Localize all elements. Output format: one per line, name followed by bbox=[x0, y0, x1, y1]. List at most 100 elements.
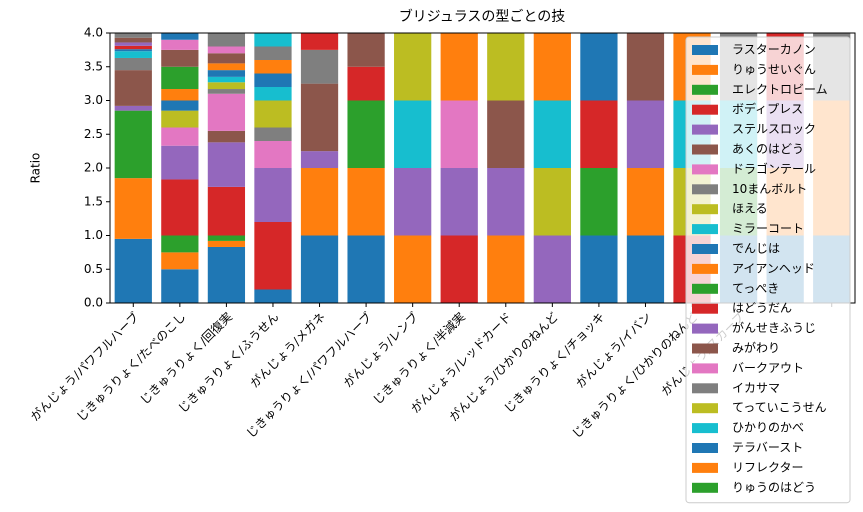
y-tick-label: 4.0 bbox=[84, 26, 103, 40]
legend-swatch bbox=[692, 323, 718, 334]
bar-segment bbox=[161, 49, 199, 67]
legend-swatch bbox=[692, 124, 718, 135]
bar-segment bbox=[440, 235, 478, 303]
bar-segment bbox=[207, 186, 246, 236]
bar-segment bbox=[161, 100, 199, 111]
legend-label: ひかりのかべ bbox=[732, 421, 804, 435]
legend-label: ラスターカノン bbox=[732, 43, 816, 57]
bar-segment bbox=[207, 235, 246, 241]
bar-segment bbox=[114, 42, 152, 46]
legend-swatch bbox=[692, 204, 718, 215]
legend-swatch bbox=[692, 303, 718, 314]
bar-segment bbox=[347, 168, 385, 236]
bar-segment bbox=[207, 130, 246, 143]
bar-segment bbox=[207, 82, 246, 90]
bar-segment bbox=[300, 83, 339, 152]
bar-segment bbox=[254, 73, 292, 87]
legend-swatch bbox=[692, 383, 718, 394]
legend-label: りゅうのはどう bbox=[732, 480, 816, 494]
legend-label: りゅうせいぐん bbox=[732, 62, 816, 76]
bar-segment bbox=[394, 235, 432, 303]
bar-segment bbox=[114, 57, 152, 71]
bar-segment bbox=[207, 76, 246, 83]
legend-swatch bbox=[692, 423, 718, 434]
bar-segment bbox=[300, 33, 339, 50]
bar-segment bbox=[533, 33, 571, 101]
legend-label: バークアウト bbox=[732, 361, 804, 375]
bar-segment bbox=[487, 235, 525, 303]
bar-segment bbox=[114, 110, 152, 179]
legend-label: てっぺき bbox=[732, 281, 779, 295]
x-tick-label: じきゅうりょく/半減実 bbox=[369, 309, 467, 407]
legend-label: 10まんボルト bbox=[732, 182, 807, 196]
y-tick-label: 2.5 bbox=[84, 127, 103, 141]
bar-segment bbox=[254, 100, 292, 128]
legend-swatch bbox=[692, 283, 718, 294]
bar-segment bbox=[161, 252, 199, 270]
y-tick-label: 2.0 bbox=[84, 161, 103, 175]
legend-label: エレクトロビーム bbox=[732, 82, 828, 96]
bar-segment bbox=[161, 89, 199, 101]
bar-segment bbox=[254, 289, 292, 303]
legend-label: ミラーコート bbox=[732, 222, 804, 236]
legend-label: アイアンヘッド bbox=[732, 261, 815, 275]
bar-segment bbox=[487, 100, 525, 168]
legend-swatch bbox=[692, 224, 718, 235]
y-tick-label: 1.5 bbox=[84, 194, 103, 208]
bar-segment bbox=[114, 33, 152, 38]
bar-segment bbox=[254, 127, 292, 141]
legend-swatch bbox=[692, 482, 718, 493]
bar-segment bbox=[161, 145, 199, 180]
bar-segment bbox=[254, 87, 292, 101]
bar-segment bbox=[114, 45, 152, 50]
legend-label: がんせきふうじ bbox=[732, 320, 816, 335]
legend-swatch bbox=[692, 84, 718, 95]
legend-swatch bbox=[692, 403, 718, 414]
bar-segment bbox=[533, 168, 571, 236]
bar-segment bbox=[254, 60, 292, 74]
bar-segment bbox=[394, 100, 432, 168]
legend-swatch bbox=[692, 45, 718, 55]
bar-segment bbox=[300, 235, 339, 303]
bar-segment bbox=[300, 49, 339, 84]
bar-segment bbox=[207, 240, 246, 247]
legend-label: リフレクター bbox=[732, 460, 804, 474]
bar-segment bbox=[626, 33, 665, 101]
bar-segment bbox=[161, 235, 199, 253]
y-axis-label: Ratio bbox=[29, 153, 43, 184]
legend-label: イカサマ bbox=[732, 381, 780, 395]
y-tick-label: 3.5 bbox=[84, 59, 103, 73]
legend-label: テラバースト bbox=[732, 441, 803, 455]
bar-segment bbox=[300, 151, 339, 168]
bar-segment bbox=[487, 168, 525, 236]
bar-segment bbox=[114, 51, 152, 58]
legend-label: あくのはどう bbox=[732, 142, 804, 156]
legend-label: ドラゴンテール bbox=[732, 161, 816, 176]
bar-segment bbox=[626, 100, 665, 168]
bar-segment bbox=[114, 37, 152, 43]
legend-label: はどうだん bbox=[732, 301, 792, 315]
bar-segment bbox=[161, 33, 199, 40]
bar-segment bbox=[161, 179, 199, 236]
y-tick-label: 0.0 bbox=[84, 296, 103, 310]
bar-segment bbox=[254, 222, 292, 290]
bar-segment bbox=[207, 246, 246, 303]
legend-label: みがわり bbox=[732, 340, 780, 355]
legend-swatch bbox=[692, 144, 718, 155]
legend-label: ステルスロック bbox=[732, 122, 816, 136]
bar-segment bbox=[347, 33, 385, 67]
bar-segment bbox=[254, 168, 292, 222]
bar-segment bbox=[440, 33, 478, 101]
bar-segment bbox=[114, 70, 152, 106]
legend-label: てっていこうせん bbox=[732, 401, 827, 415]
legend-swatch bbox=[692, 244, 718, 254]
bar-segment bbox=[207, 142, 246, 187]
bar-segment bbox=[626, 168, 665, 236]
legend-swatch bbox=[692, 184, 718, 195]
legend-swatch bbox=[692, 263, 718, 274]
bar-segment bbox=[161, 110, 199, 128]
bar-segment bbox=[207, 53, 246, 64]
bar-segment bbox=[300, 168, 339, 236]
legend-label: ほえる bbox=[732, 202, 768, 216]
